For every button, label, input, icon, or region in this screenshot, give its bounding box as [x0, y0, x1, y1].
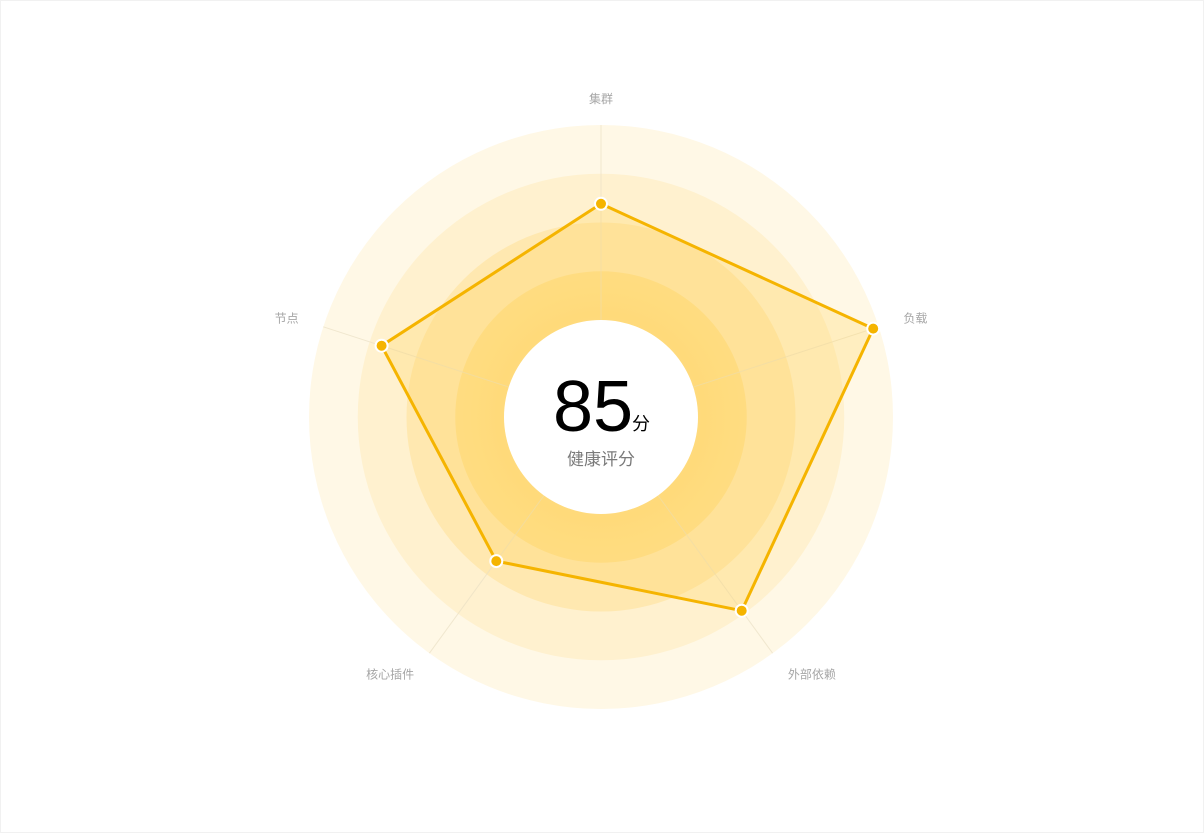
radar-point-5[interactable] [374, 338, 389, 353]
radar-data-points[interactable] [374, 196, 881, 618]
radar-axis-label-3: 外部依赖 [788, 666, 836, 681]
score-caption: 健康评分 [567, 450, 635, 470]
radar-axis-label-4: 核心插件 [366, 667, 414, 681]
score-value: 85 [553, 367, 633, 447]
radar-axis-label-5: 节点 [275, 312, 299, 326]
radar-point-3[interactable] [734, 603, 749, 618]
radar-axis-label-2: 负载 [903, 312, 927, 326]
radar-point-4[interactable] [489, 554, 504, 569]
score-center: 85 分 健康评分 [504, 320, 698, 514]
score-center-circle [504, 320, 698, 514]
radar-point-2[interactable] [866, 321, 881, 336]
radar-axis-label-1: 集群 [589, 91, 613, 106]
radar-point-1[interactable] [594, 196, 608, 211]
score-unit: 分 [632, 414, 650, 435]
